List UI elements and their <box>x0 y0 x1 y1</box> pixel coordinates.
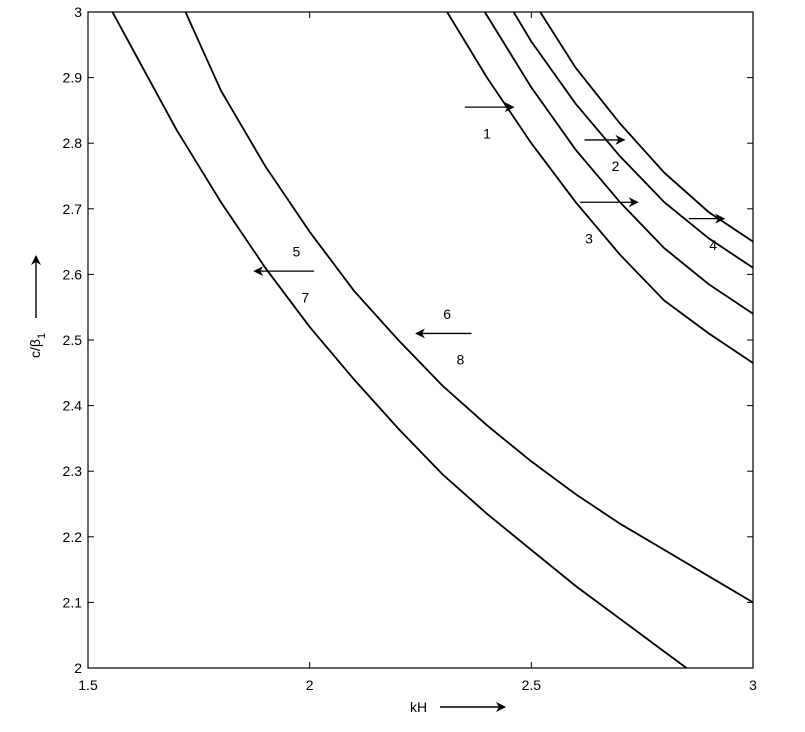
y-tick-label: 2.7 <box>63 201 83 217</box>
curve-label-7: 7 <box>301 289 309 305</box>
y-tick-label: 2.3 <box>63 463 83 479</box>
y-tick-label: 2.2 <box>63 529 83 545</box>
y-axis-label: c/β1 <box>27 333 48 358</box>
curve-label-2: 2 <box>612 158 620 174</box>
curve-label-3: 3 <box>585 230 593 246</box>
x-axis-title: kH <box>410 699 506 715</box>
curve-1 <box>111 11 688 669</box>
y-axis-label-main: c/β <box>27 339 43 358</box>
x-axis-label: kH <box>410 699 427 715</box>
curve-2 <box>184 11 754 604</box>
curve-label-5: 5 <box>292 243 300 259</box>
x-tick-label: 3 <box>749 677 757 693</box>
y-tick-label: 2.8 <box>63 135 83 151</box>
y-tick-label: 2.4 <box>63 398 83 414</box>
y-tick-label: 2.5 <box>63 332 83 348</box>
y-tick-label: 2 <box>74 660 82 676</box>
arrow-layer <box>253 102 726 339</box>
y-tick-label: 2.1 <box>63 594 83 610</box>
curve-label-8: 8 <box>457 352 465 368</box>
x-axis-ticks: 1.5 2 2.5 3 <box>78 12 757 693</box>
annotation-layer: 1 2 3 4 5 7 6 8 <box>292 125 717 367</box>
y-tick-label: 2.9 <box>63 70 83 86</box>
y-axis-ticks: 2 2.1 2.2 2.3 2.4 2.5 2.6 2.7 2.8 2.9 3 <box>63 4 753 676</box>
curve-3 <box>446 11 754 364</box>
y-tick-label: 3 <box>74 4 82 20</box>
x-tick-label: 2 <box>306 677 314 693</box>
x-tick-label: 2.5 <box>522 677 542 693</box>
curve-6 <box>539 11 754 243</box>
y-tick-label: 2.6 <box>63 266 83 282</box>
y-axis-label-subscript: 1 <box>36 333 48 339</box>
plot-area-frame <box>87 11 754 669</box>
x-tick-label: 1.5 <box>78 677 98 693</box>
series-layer <box>111 11 754 669</box>
curve-label-6: 6 <box>443 306 451 322</box>
y-axis-title: c/β1 <box>27 255 48 358</box>
curve-label-4: 4 <box>709 237 717 253</box>
curve-label-1: 1 <box>483 125 491 141</box>
curve-5 <box>512 11 754 269</box>
